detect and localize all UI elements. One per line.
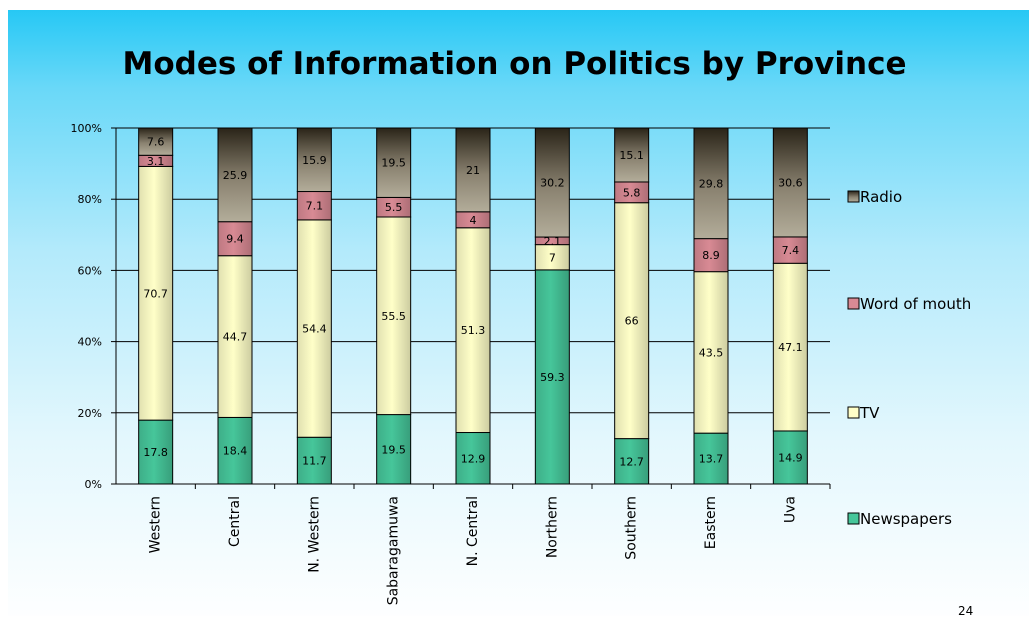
data-label: 66 bbox=[625, 315, 639, 328]
data-label: 21 bbox=[466, 164, 480, 177]
bar-segment bbox=[534, 127, 570, 238]
bar-segment bbox=[614, 202, 650, 440]
data-label: 19.5 bbox=[381, 443, 406, 456]
bar-segment bbox=[217, 255, 253, 418]
bar-segment bbox=[614, 438, 650, 485]
y-tick-label: 100% bbox=[71, 122, 102, 135]
data-label: 15.9 bbox=[302, 154, 327, 167]
legend-swatch bbox=[847, 406, 860, 419]
data-label: 14.9 bbox=[778, 451, 803, 464]
legend-label: TV bbox=[859, 404, 880, 422]
legend-swatch bbox=[847, 512, 860, 525]
x-category-label: N. Central bbox=[465, 496, 481, 566]
bar-segment bbox=[296, 191, 332, 221]
bar-segment bbox=[376, 127, 412, 198]
bar-segment bbox=[455, 127, 491, 213]
data-label: 8.9 bbox=[702, 249, 720, 262]
bar-segment bbox=[772, 127, 808, 238]
chart-title: Modes of Information on Politics by Prov… bbox=[122, 46, 907, 82]
data-label: 3.1 bbox=[147, 155, 165, 168]
bar-segment bbox=[614, 127, 650, 183]
data-label: 30.2 bbox=[540, 177, 565, 190]
bar-segment bbox=[138, 165, 174, 421]
x-category-label: Eastern bbox=[703, 496, 719, 549]
bar-segment bbox=[296, 127, 332, 193]
bar-segment bbox=[455, 227, 491, 434]
x-category-label: Sabaragamuwa bbox=[386, 496, 402, 605]
bar-segment bbox=[772, 262, 808, 432]
data-label: 54.4 bbox=[302, 323, 327, 336]
legend-label: Word of mouth bbox=[860, 295, 971, 313]
data-label: 29.8 bbox=[699, 177, 724, 190]
bar-segment bbox=[217, 221, 253, 257]
bar-segment bbox=[217, 416, 253, 485]
data-label: 55.5 bbox=[381, 310, 406, 323]
data-label: 19.5 bbox=[381, 157, 406, 170]
bar-segment bbox=[772, 236, 808, 264]
data-label: 12.7 bbox=[619, 455, 644, 468]
bar-segment bbox=[376, 414, 412, 485]
legend-label: Radio bbox=[860, 188, 902, 206]
bar-segment bbox=[217, 127, 253, 223]
y-tick-label: 0% bbox=[85, 478, 102, 491]
data-label: 70.7 bbox=[143, 287, 168, 300]
y-tick-label: 60% bbox=[78, 264, 102, 277]
legend-label: Newspapers bbox=[860, 510, 952, 528]
data-label: 47.1 bbox=[778, 341, 803, 354]
data-label: 44.7 bbox=[223, 331, 248, 344]
data-label: 7.6 bbox=[147, 136, 165, 149]
bar-segment bbox=[376, 216, 412, 416]
legend-swatch bbox=[847, 190, 860, 203]
data-label: 17.8 bbox=[143, 446, 168, 459]
bar-segment bbox=[772, 430, 808, 485]
x-category-label: Western bbox=[148, 496, 164, 553]
y-tick-label: 40% bbox=[78, 336, 102, 349]
data-label: 12.9 bbox=[461, 452, 486, 465]
data-label: 9.4 bbox=[226, 233, 244, 246]
data-label: 51.3 bbox=[461, 324, 486, 337]
x-category-label: Northern bbox=[544, 496, 560, 558]
data-label: 5.8 bbox=[623, 186, 641, 199]
data-label: 30.6 bbox=[778, 176, 803, 189]
bar-segment bbox=[534, 269, 570, 485]
data-label: 2.1 bbox=[544, 235, 562, 248]
data-label: 25.9 bbox=[223, 169, 248, 182]
x-category-label: Uva bbox=[782, 496, 798, 523]
data-label: 13.7 bbox=[699, 453, 724, 466]
y-tick-label: 20% bbox=[78, 407, 102, 420]
bar-segment bbox=[296, 219, 332, 438]
data-label: 11.7 bbox=[302, 455, 327, 468]
y-tick-label: 80% bbox=[78, 193, 102, 206]
x-category-label: N. Western bbox=[306, 496, 322, 573]
data-label: 15.1 bbox=[619, 149, 644, 162]
slide-left-border bbox=[0, 0, 8, 626]
data-label: 7.1 bbox=[306, 200, 324, 213]
slide-bottom-border bbox=[0, 616, 1029, 626]
data-label: 4 bbox=[470, 214, 477, 227]
bar-segment bbox=[693, 238, 729, 273]
data-label: 43.5 bbox=[699, 346, 724, 359]
slide-top-border bbox=[0, 0, 1029, 10]
data-label: 59.3 bbox=[540, 371, 565, 384]
bar-segment bbox=[138, 127, 174, 156]
page-number: 24 bbox=[958, 604, 974, 618]
legend-swatch bbox=[847, 297, 860, 310]
data-label: 7 bbox=[549, 251, 556, 264]
x-category-label: Central bbox=[227, 496, 243, 547]
bar-segment bbox=[296, 436, 332, 485]
data-label: 18.4 bbox=[223, 445, 248, 458]
bar-segment bbox=[693, 127, 729, 240]
x-category-label: Southern bbox=[624, 496, 640, 560]
data-label: 5.5 bbox=[385, 201, 403, 214]
data-label: 7.4 bbox=[782, 244, 800, 257]
